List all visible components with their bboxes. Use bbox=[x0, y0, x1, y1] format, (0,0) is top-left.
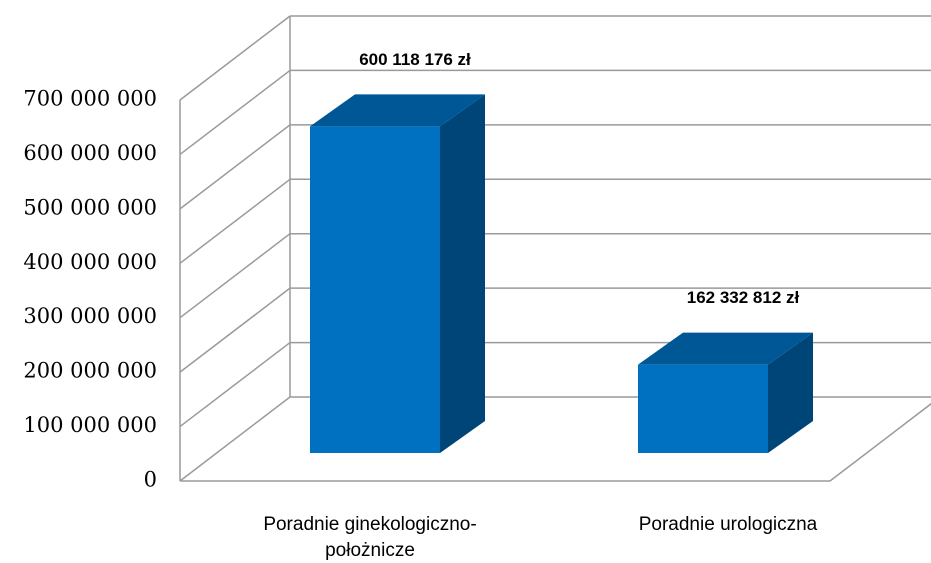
grid-line bbox=[179, 233, 291, 319]
y-tick-label: 500 000 000 bbox=[23, 195, 157, 219]
y-tick-label: 200 000 000 bbox=[23, 359, 157, 383]
bar-side bbox=[440, 94, 485, 453]
bar bbox=[638, 332, 813, 453]
grid-line bbox=[179, 178, 291, 264]
x-tick-label-line: Poradnie ginekologiczno- bbox=[263, 514, 476, 535]
value-label: 600 118 176 zł bbox=[359, 50, 471, 69]
grid-line bbox=[179, 396, 291, 482]
y-tick-label: 400 000 000 bbox=[23, 250, 157, 274]
grid-line bbox=[179, 69, 291, 156]
bar-front bbox=[638, 364, 768, 453]
x-tick-label: Poradnie urologiczna bbox=[639, 514, 818, 535]
y-tick-label: 600 000 000 bbox=[23, 141, 157, 165]
x-tick-label: Poradnie ginekologiczno-położnicze bbox=[263, 514, 476, 561]
bar-top bbox=[638, 332, 813, 365]
grid-line bbox=[179, 341, 291, 428]
y-tick-label: 0 bbox=[144, 468, 157, 492]
bar-top bbox=[310, 94, 485, 127]
value-label: 162 332 812 zł bbox=[687, 288, 800, 307]
grid-line bbox=[179, 15, 291, 101]
bar-side bbox=[768, 332, 813, 453]
floor bbox=[180, 402, 931, 482]
y-tick-label: 100 000 000 bbox=[23, 413, 157, 437]
bar-front bbox=[310, 126, 440, 453]
x-tick-label-line: położnicze bbox=[325, 540, 415, 561]
y-tick-label: 300 000 000 bbox=[23, 304, 157, 328]
bar bbox=[310, 94, 485, 453]
grid-line bbox=[179, 287, 291, 373]
grid-line bbox=[179, 124, 291, 210]
y-tick-label: 700 000 000 bbox=[23, 87, 157, 111]
